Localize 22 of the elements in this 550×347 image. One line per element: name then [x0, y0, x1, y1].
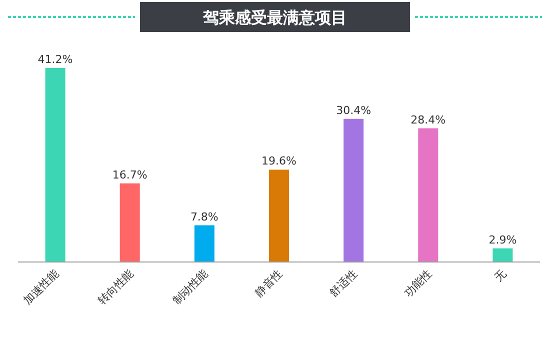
chart-title: 驾乘感受最满意项目 [202, 8, 347, 27]
x-tick-label: 制动性能 [170, 266, 211, 308]
bar [344, 118, 364, 262]
data-label: 28.4% [410, 113, 446, 126]
bar [418, 128, 438, 262]
data-label: 2.9% [488, 233, 517, 246]
data-label: 41.2% [38, 53, 73, 66]
bar [492, 248, 513, 262]
data-label: 7.8% [190, 210, 218, 224]
x-tick-label: 舒适性 [327, 266, 360, 300]
bar [269, 170, 289, 262]
bar [45, 68, 66, 262]
x-tick-label: 转向性能 [96, 266, 136, 308]
x-tick-label: 无 [492, 266, 509, 284]
data-label: 30.4% [336, 104, 372, 117]
data-label: 16.7% [112, 168, 148, 182]
data-label: 19.6% [262, 154, 296, 168]
x-tick-label: 加速性能 [21, 266, 62, 308]
x-tick-label: 功能性 [402, 266, 434, 300]
bar [120, 183, 140, 262]
x-tick-label: 静音性 [252, 266, 286, 300]
bar [194, 225, 214, 262]
